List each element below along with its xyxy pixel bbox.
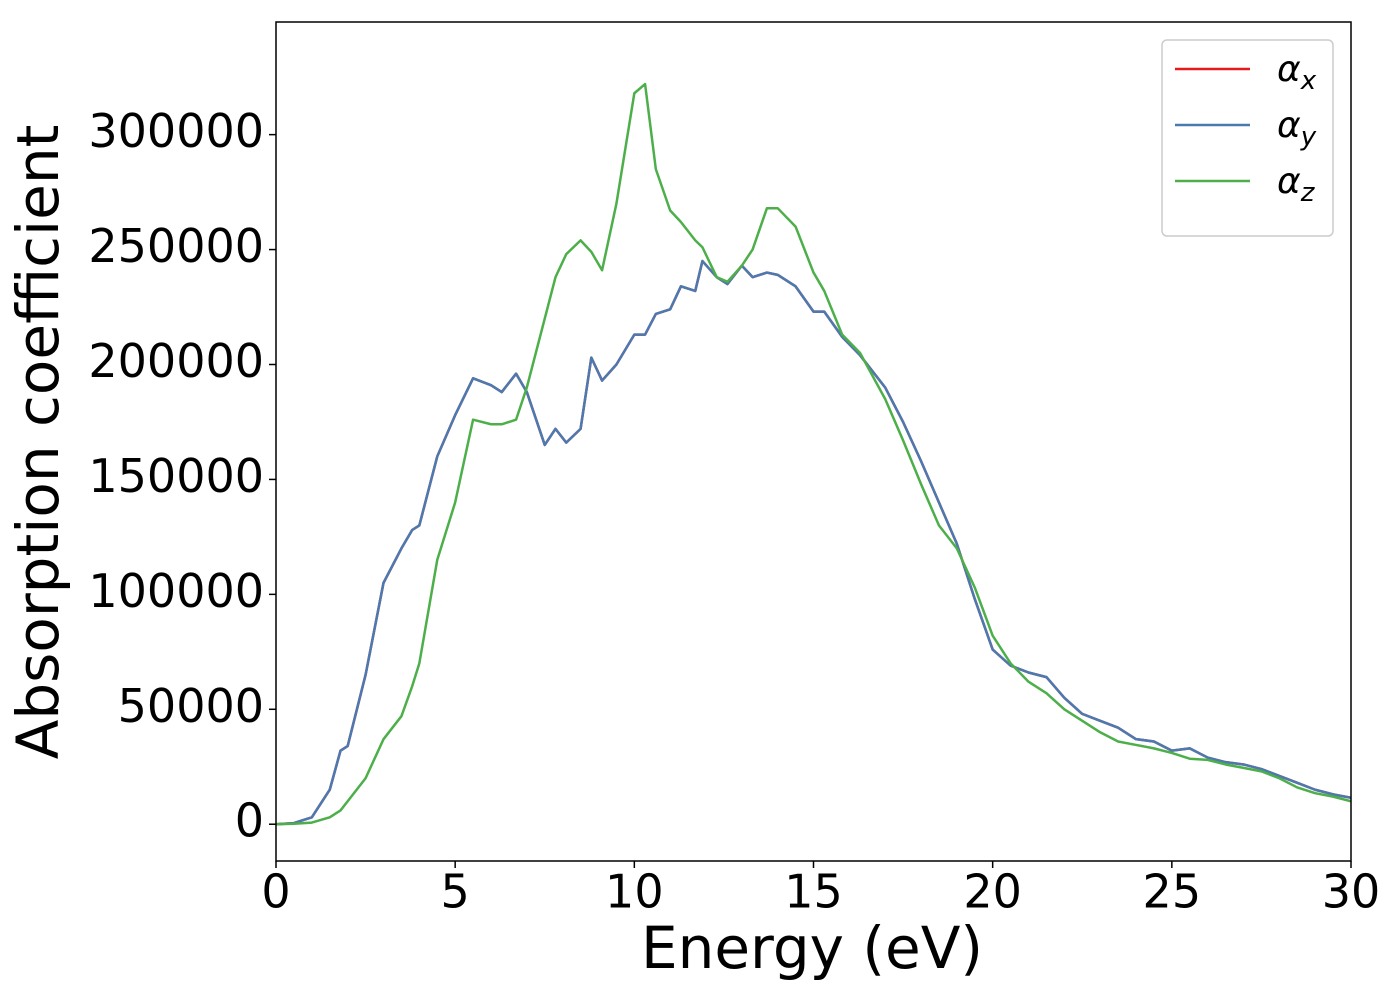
x-tick-label: 20 [963,865,1022,919]
y-tick-label: 300000 [88,104,264,158]
y-tick-label: 250000 [88,219,264,273]
legend-box [1161,39,1334,237]
data-line [276,82,1351,826]
y-axis-label: Absorption coefficient [4,125,72,760]
legend-label: αz [1277,161,1316,208]
y-tick-label: 0 [235,794,264,848]
x-tick-label: 25 [1143,865,1202,919]
x-tick-label: 0 [261,865,290,919]
x-tick-label: 5 [441,865,470,919]
y-tick-label: 100000 [88,564,264,618]
x-tick-label: 30 [1322,865,1381,919]
x-tick-label: 15 [784,865,843,919]
legend-label: αx [1277,49,1317,96]
y-tick-label: 200000 [88,334,264,388]
y-tick-label: 150000 [88,449,264,503]
x-tick-label: 10 [605,865,664,919]
data-line [276,259,1351,826]
legend-label: αy [1277,105,1317,152]
y-tick-label: 50000 [118,679,264,733]
x-axis-label: Energy (eV) [641,914,983,982]
plot-frame [275,21,1352,862]
